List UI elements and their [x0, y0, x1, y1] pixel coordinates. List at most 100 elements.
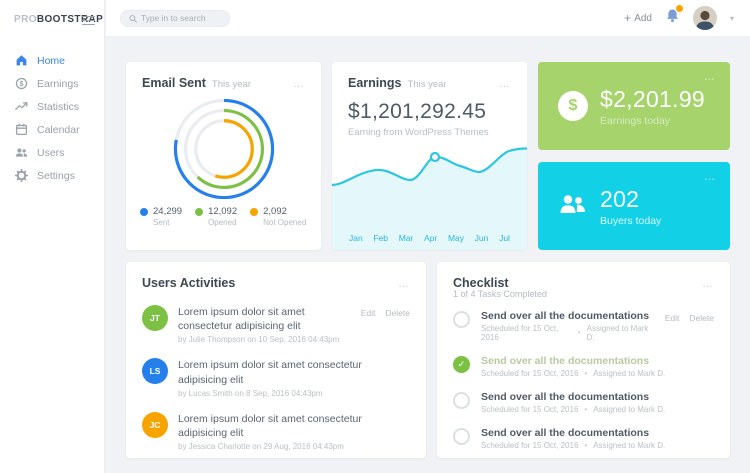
- users-activities-card: Users Activities … JT Lorem ipsum dolor …: [126, 262, 426, 459]
- hamburger-menu-icon[interactable]: [82, 13, 95, 28]
- svg-text:$: $: [20, 81, 24, 88]
- earnings-card: Earnings This year … $1,201,292.45 Earni…: [332, 62, 527, 250]
- card-menu-icon[interactable]: …: [702, 278, 714, 290]
- stat-label: Earnings today: [600, 114, 671, 127]
- chevron-down-icon[interactable]: ▾: [729, 13, 734, 23]
- avatar-photo-icon: [692, 6, 717, 30]
- dollar-icon: $: [558, 91, 588, 121]
- notifications-button[interactable]: [665, 3, 684, 29]
- delete-button[interactable]: Delete: [385, 308, 410, 318]
- buyers-today-card: … 202 Buyers today: [538, 162, 730, 250]
- sidebar-item-label: Home: [37, 54, 66, 67]
- legend-value: 2,092: [263, 206, 287, 217]
- task-title: Send over all the documentations: [481, 309, 650, 322]
- task-scheduled: Scheduled for 15 Oct, 2016: [481, 323, 559, 342]
- sidebar-item-settings[interactable]: Settings: [0, 164, 104, 187]
- legend-item-sent: 24,299 Sent: [140, 206, 182, 227]
- sidebar-item-label: Settings: [37, 169, 75, 182]
- bullet-separator: •: [584, 368, 588, 378]
- avatar: JT: [142, 305, 168, 331]
- activity-item: LS Lorem ipsum dolor sit amet consectetu…: [126, 351, 426, 404]
- legend-item-not-opened: 2,092 Not Opened: [250, 206, 306, 227]
- month-label: Mar: [398, 233, 414, 243]
- checkbox-checked[interactable]: ✓: [453, 355, 470, 373]
- task-scheduled: Scheduled for 15 Oct, 2016: [481, 368, 579, 378]
- sidebar-item-statistics[interactable]: Statistics: [0, 95, 104, 118]
- avatar: LS: [142, 358, 168, 385]
- legend-value: 12,092: [208, 206, 238, 217]
- edit-button[interactable]: Edit: [360, 308, 376, 318]
- brand-prefix: PRO: [14, 14, 37, 25]
- notification-badge: [674, 3, 684, 13]
- legend-dot-blue: [140, 208, 148, 216]
- search-input[interactable]: [140, 13, 221, 23]
- checklist-item: Send over all the documentations Schedul…: [437, 384, 730, 420]
- stat-amount: $2,201.99: [600, 85, 706, 112]
- checkbox-unchecked[interactable]: [453, 310, 470, 328]
- earnings-icon: $: [15, 77, 28, 90]
- task-assigned: Assigned to Mark D.: [593, 440, 666, 450]
- checkbox-unchecked[interactable]: [453, 427, 470, 445]
- sidebar-item-home[interactable]: Home: [0, 49, 104, 72]
- month-label: Feb: [373, 233, 389, 243]
- brand-name: BOOTSTRAP: [36, 14, 104, 25]
- search-icon: [129, 14, 137, 22]
- add-button[interactable]: + Add: [624, 12, 652, 24]
- card-menu-icon[interactable]: …: [499, 78, 511, 90]
- email-sent-card: Email Sent This year …: [126, 62, 321, 250]
- activity-text: Lorem ipsum dolor sit amet consectetur a…: [178, 359, 362, 386]
- card-title: Checklist: [453, 276, 509, 290]
- card-menu-icon[interactable]: …: [398, 278, 410, 290]
- donut-legend: 24,299 Sent 12,092 Opened 2,092 Not Open…: [126, 202, 321, 227]
- card-menu-icon[interactable]: …: [704, 71, 716, 83]
- sidebar-item-earnings[interactable]: $ Earnings: [0, 72, 104, 95]
- delete-button[interactable]: Delete: [689, 312, 714, 323]
- earnings-today-card: … $ $2,201.99 Earnings today: [538, 62, 730, 150]
- activity-meta: by Julie Thompson on 10 Sep, 2016 04:43p…: [178, 335, 340, 345]
- legend-dot-orange: [250, 208, 259, 216]
- plus-icon: +: [624, 11, 632, 25]
- task-assigned: Assigned to Mark D.: [593, 404, 666, 414]
- chart-x-axis: Jan Feb Mar Apr May Jun Jul: [332, 233, 527, 243]
- task-title: Send over all the documentations: [481, 390, 650, 403]
- card-subtitle: This year: [211, 79, 251, 90]
- activity-meta: by Jessica Charlotte on 29 Aug, 2016 04:…: [178, 442, 344, 452]
- edit-button[interactable]: Edit: [664, 312, 680, 323]
- month-label: Apr: [424, 233, 438, 243]
- legend-label: Not Opened: [263, 218, 307, 227]
- add-button-label: Add: [634, 12, 652, 24]
- sidebar-item-calendar[interactable]: Calendar: [0, 118, 104, 141]
- legend-item-opened: 12,092 Opened: [195, 206, 237, 227]
- settings-icon: [15, 169, 28, 182]
- legend-value: 24,299: [153, 206, 183, 217]
- sidebar-item-users[interactable]: Users: [0, 141, 104, 164]
- search-box[interactable]: [120, 9, 230, 27]
- activity-meta: by Lucas Smith on 8 Sep, 2016 04:43pm: [178, 388, 323, 398]
- checklist-card: Checklist … 1 of 4 Tasks Completed Send …: [437, 262, 730, 459]
- legend-label: Opened: [208, 218, 237, 227]
- card-title: Earnings: [348, 76, 402, 90]
- month-label: Jan: [349, 233, 363, 243]
- users-icon: [15, 148, 28, 157]
- task-scheduled: Scheduled for 15 Oct, 2016: [481, 404, 579, 414]
- activity-text: Lorem ipsum dolor sit amet consectetur a…: [178, 306, 305, 333]
- stat-amount: 202: [600, 185, 640, 212]
- card-title: Users Activities: [142, 276, 236, 290]
- earnings-area-chart: Jan Feb Mar Apr May Jun Jul: [332, 144, 527, 250]
- activity-item: JC Lorem ipsum dolor sit amet consectetu…: [126, 405, 426, 458]
- task-title: Send over all the documentations: [481, 426, 650, 439]
- task-assigned: Assigned to Mark D.: [593, 368, 666, 378]
- card-menu-icon[interactable]: …: [293, 78, 305, 90]
- checklist-progress: 1 of 4 Tasks Completed: [453, 289, 547, 299]
- month-label: May: [447, 233, 464, 243]
- bullet-separator: •: [584, 404, 588, 414]
- bullet-separator: •: [584, 440, 588, 450]
- checkbox-unchecked[interactable]: [453, 391, 470, 409]
- brand-logo[interactable]: PROBOOTSTRAP: [0, 0, 103, 25]
- user-avatar[interactable]: [692, 6, 717, 30]
- sidebar-nav: Home $ Earnings Statistics Calendar User…: [0, 49, 104, 187]
- legend-dot-green: [195, 208, 204, 216]
- sidebar: PROBOOTSTRAP Home $ Earnings Statistics …: [0, 0, 105, 473]
- card-menu-icon[interactable]: …: [704, 171, 716, 183]
- avatar: JC: [142, 411, 168, 438]
